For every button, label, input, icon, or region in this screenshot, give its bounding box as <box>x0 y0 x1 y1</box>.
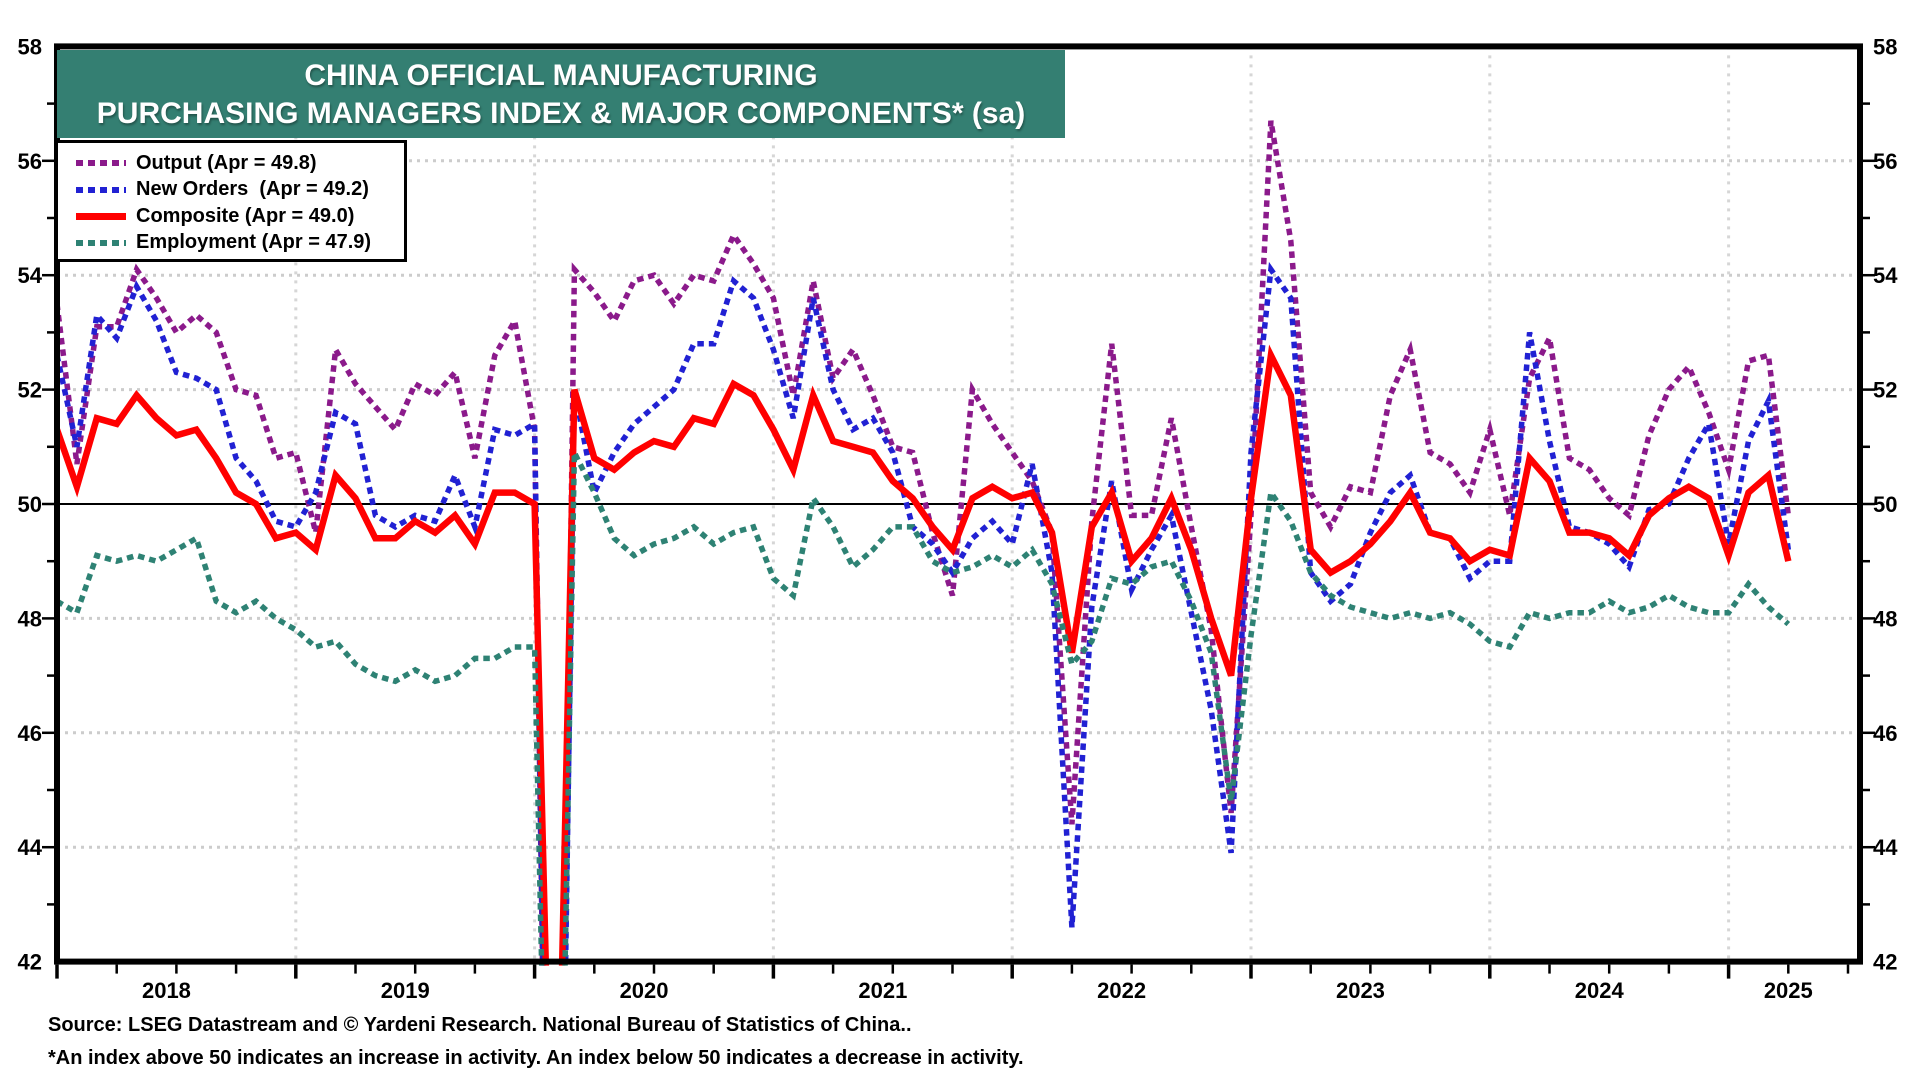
y-axis-label-right: 54 <box>1873 263 1898 288</box>
legend-item-composite: Composite (Apr = 49.0) <box>76 203 394 230</box>
y-axis-label-right: 42 <box>1873 950 1897 975</box>
y-axis-label-left: 50 <box>18 492 42 517</box>
y-axis-label-left: 48 <box>18 606 42 631</box>
axis-labels: 42 42 44 44 46 46 48 48 50 50 52 52 54 54 56 56 58 58 2018… <box>18 34 1899 1003</box>
y-axis-label-left: 42 <box>18 950 42 975</box>
series-output <box>57 120 1792 966</box>
chart-title-line2: PURCHASING MANAGERS INDEX & MAJOR COMPON… <box>96 97 1026 130</box>
y-axis-label-left: 44 <box>18 835 43 860</box>
legend-swatch-output <box>76 160 126 167</box>
y-axis-label-right: 52 <box>1873 378 1897 403</box>
x-axis-year-label: 2019 <box>381 978 430 1003</box>
legend-label-composite: Composite (Apr = 49.0) <box>136 204 355 227</box>
y-axis-label-right: 48 <box>1873 606 1897 631</box>
source-text: Source: LSEG Datastream and © Yardeni Re… <box>48 1014 912 1036</box>
y-axis-label-left: 52 <box>18 378 42 403</box>
legend-label-new-orders: New Orders (Apr = 49.2) <box>136 178 369 201</box>
x-axis-year-label: 2023 <box>1336 978 1385 1003</box>
chart-legend: Output (Apr = 49.8) New Orders (Apr = 49.… <box>55 140 407 262</box>
series-composite <box>57 344 1792 966</box>
y-axis-label-right: 46 <box>1873 721 1897 746</box>
series-employment <box>57 451 1791 966</box>
legend-swatch-new-orders <box>76 186 126 193</box>
x-axis-year-label: 2022 <box>1097 978 1146 1003</box>
legend-swatch-composite <box>76 212 126 220</box>
plot-border <box>54 43 1863 965</box>
series-new-orders <box>57 261 1792 966</box>
legend-swatch-employment <box>76 239 126 246</box>
x-axis-year-label: 2018 <box>142 978 191 1003</box>
x-axis-year-label: 2021 <box>858 978 907 1003</box>
y-axis-label-left: 56 <box>18 149 42 174</box>
x-axis-year-label: 2025 <box>1764 978 1813 1003</box>
x-axis-year-label: 2024 <box>1575 978 1625 1003</box>
legend-label-employment: Employment (Apr = 47.9) <box>136 231 372 254</box>
chart-title-box: CHINA OFFICIAL MANUFACTURING PURCHASING … <box>57 50 1065 138</box>
y-axis-label-right: 50 <box>1873 492 1897 517</box>
legend-item-output: Output (Apr = 49.8) <box>76 150 394 177</box>
y-axis-label-left: 54 <box>18 263 43 288</box>
chart-title-line1: CHINA OFFICIAL MANUFACTURING <box>304 59 818 92</box>
x-axis-year-label: 2020 <box>620 978 669 1003</box>
y-axis-label-right: 56 <box>1873 149 1897 174</box>
y-axis-label-right: 44 <box>1873 835 1898 860</box>
y-axis-label-left: 58 <box>18 34 42 59</box>
legend-label-output: Output (Apr = 49.8) <box>136 151 317 174</box>
axis-ticks <box>42 102 1875 979</box>
y-axis-label-left: 46 <box>18 721 42 746</box>
legend-item-new-orders: New Orders (Apr = 49.2) <box>76 177 394 204</box>
footnote-text: *An index above 50 indicates an increase… <box>48 1047 1024 1069</box>
y-axis-label-right: 58 <box>1873 34 1897 59</box>
legend-rows: Output (Apr = 49.8) New Orders (Apr = 49.… <box>76 150 394 256</box>
legend-item-employment: Employment (Apr = 47.9) <box>76 230 394 257</box>
